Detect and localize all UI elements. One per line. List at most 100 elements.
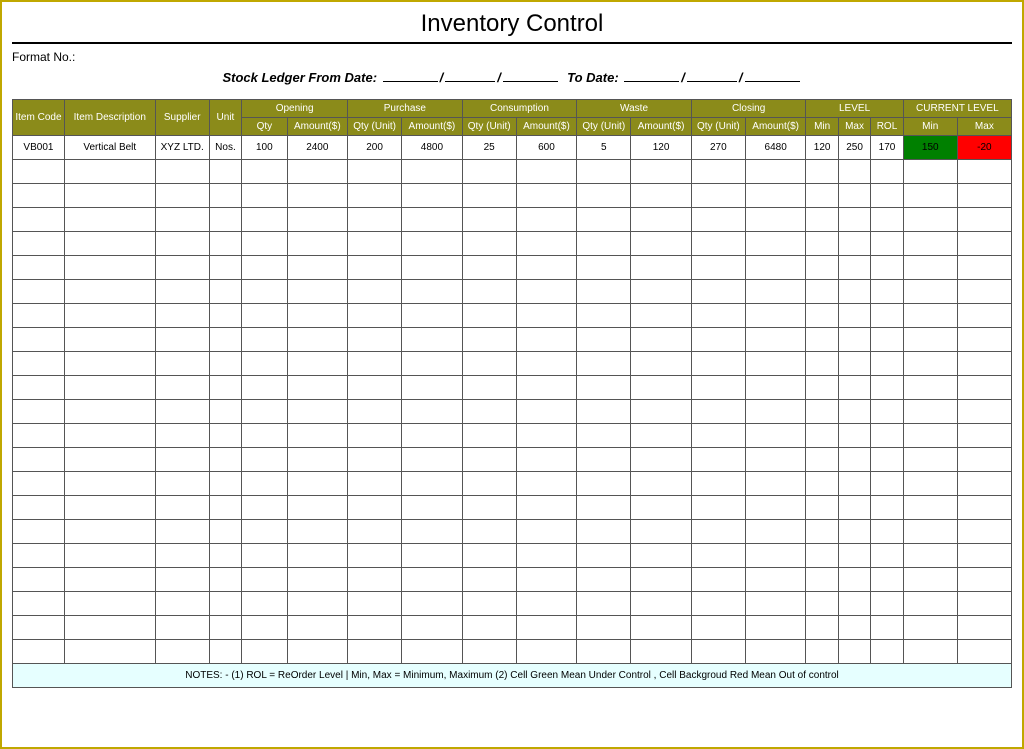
empty-cell[interactable] — [871, 160, 903, 184]
to-day-field[interactable] — [624, 70, 679, 82]
empty-cell[interactable] — [242, 448, 287, 472]
empty-cell[interactable] — [691, 424, 745, 448]
empty-cell[interactable] — [287, 160, 348, 184]
empty-cell[interactable] — [402, 376, 463, 400]
empty-cell[interactable] — [402, 568, 463, 592]
empty-cell[interactable] — [64, 184, 155, 208]
empty-cell[interactable] — [64, 208, 155, 232]
empty-cell[interactable] — [691, 496, 745, 520]
empty-cell[interactable] — [64, 376, 155, 400]
empty-cell[interactable] — [806, 544, 838, 568]
empty-cell[interactable] — [402, 184, 463, 208]
empty-cell[interactable] — [745, 448, 806, 472]
empty-cell[interactable] — [631, 520, 692, 544]
empty-cell[interactable] — [871, 352, 903, 376]
empty-cell[interactable] — [871, 544, 903, 568]
empty-cell[interactable] — [209, 592, 241, 616]
cell-closing_qty[interactable]: 270 — [691, 136, 745, 160]
empty-cell[interactable] — [516, 400, 577, 424]
empty-cell[interactable] — [631, 400, 692, 424]
empty-cell[interactable] — [806, 472, 838, 496]
empty-cell[interactable] — [402, 448, 463, 472]
empty-cell[interactable] — [806, 352, 838, 376]
empty-cell[interactable] — [957, 496, 1011, 520]
empty-cell[interactable] — [155, 352, 209, 376]
empty-cell[interactable] — [577, 424, 631, 448]
empty-cell[interactable] — [871, 448, 903, 472]
empty-cell[interactable] — [287, 424, 348, 448]
empty-cell[interactable] — [838, 592, 870, 616]
empty-cell[interactable] — [209, 304, 241, 328]
empty-cell[interactable] — [155, 328, 209, 352]
cell-waste_amt[interactable]: 120 — [631, 136, 692, 160]
empty-cell[interactable] — [871, 400, 903, 424]
empty-cell[interactable] — [957, 400, 1011, 424]
empty-cell[interactable] — [402, 160, 463, 184]
empty-cell[interactable] — [957, 376, 1011, 400]
empty-cell[interactable] — [348, 376, 402, 400]
empty-cell[interactable] — [903, 616, 957, 640]
empty-cell[interactable] — [691, 592, 745, 616]
empty-cell[interactable] — [838, 256, 870, 280]
empty-cell[interactable] — [691, 328, 745, 352]
empty-cell[interactable] — [64, 520, 155, 544]
cell-item_code[interactable]: VB001 — [13, 136, 65, 160]
empty-cell[interactable] — [903, 208, 957, 232]
empty-cell[interactable] — [903, 256, 957, 280]
empty-cell[interactable] — [806, 256, 838, 280]
empty-cell[interactable] — [209, 472, 241, 496]
empty-cell[interactable] — [209, 568, 241, 592]
empty-cell[interactable] — [348, 568, 402, 592]
empty-cell[interactable] — [577, 400, 631, 424]
empty-cell[interactable] — [462, 304, 516, 328]
empty-cell[interactable] — [631, 232, 692, 256]
empty-cell[interactable] — [462, 160, 516, 184]
empty-cell[interactable] — [348, 352, 402, 376]
empty-cell[interactable] — [806, 568, 838, 592]
empty-cell[interactable] — [242, 160, 287, 184]
empty-cell[interactable] — [516, 640, 577, 664]
empty-cell[interactable] — [348, 232, 402, 256]
empty-cell[interactable] — [806, 328, 838, 352]
empty-cell[interactable] — [242, 304, 287, 328]
empty-cell[interactable] — [242, 568, 287, 592]
cell-level_rol[interactable]: 170 — [871, 136, 903, 160]
empty-cell[interactable] — [209, 448, 241, 472]
empty-cell[interactable] — [64, 472, 155, 496]
empty-cell[interactable] — [957, 232, 1011, 256]
empty-cell[interactable] — [348, 544, 402, 568]
empty-cell[interactable] — [806, 208, 838, 232]
empty-cell[interactable] — [462, 472, 516, 496]
empty-cell[interactable] — [516, 592, 577, 616]
empty-cell[interactable] — [871, 592, 903, 616]
empty-cell[interactable] — [287, 232, 348, 256]
empty-cell[interactable] — [516, 160, 577, 184]
empty-cell[interactable] — [287, 280, 348, 304]
empty-cell[interactable] — [64, 592, 155, 616]
empty-cell[interactable] — [957, 448, 1011, 472]
empty-cell[interactable] — [287, 496, 348, 520]
empty-cell[interactable] — [838, 520, 870, 544]
empty-cell[interactable] — [13, 424, 65, 448]
empty-cell[interactable] — [209, 208, 241, 232]
empty-cell[interactable] — [806, 280, 838, 304]
empty-cell[interactable] — [745, 376, 806, 400]
empty-cell[interactable] — [287, 184, 348, 208]
empty-cell[interactable] — [348, 400, 402, 424]
empty-cell[interactable] — [402, 472, 463, 496]
empty-cell[interactable] — [957, 424, 1011, 448]
empty-cell[interactable] — [577, 304, 631, 328]
empty-cell[interactable] — [903, 328, 957, 352]
empty-cell[interactable] — [13, 352, 65, 376]
empty-cell[interactable] — [903, 376, 957, 400]
empty-cell[interactable] — [957, 568, 1011, 592]
empty-cell[interactable] — [348, 496, 402, 520]
empty-cell[interactable] — [348, 616, 402, 640]
empty-cell[interactable] — [957, 640, 1011, 664]
empty-cell[interactable] — [402, 424, 463, 448]
empty-cell[interactable] — [871, 256, 903, 280]
empty-cell[interactable] — [871, 376, 903, 400]
empty-cell[interactable] — [13, 208, 65, 232]
empty-cell[interactable] — [631, 640, 692, 664]
empty-cell[interactable] — [691, 304, 745, 328]
